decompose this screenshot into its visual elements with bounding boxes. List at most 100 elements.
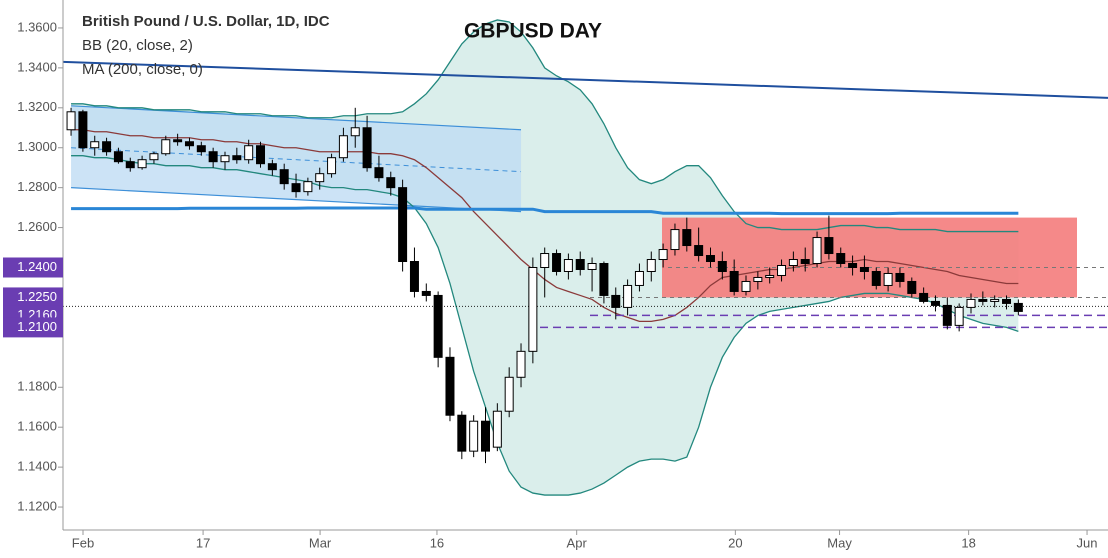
- channel-line: [71, 105, 522, 131]
- candle-body: [563, 259, 573, 272]
- candle-body: [184, 141, 194, 147]
- x-tick-label: 18: [961, 535, 975, 550]
- candle-body: [433, 294, 443, 358]
- candle-body: [883, 272, 893, 286]
- price-label-box: [3, 257, 63, 278]
- candle-body: [386, 177, 396, 189]
- candle-body: [990, 298, 1000, 302]
- candle-body: [575, 259, 585, 270]
- candle-body: [919, 292, 929, 302]
- candle-body: [954, 306, 964, 326]
- bb-upper: [71, 19, 1019, 233]
- y-tick-label: 1.3600: [17, 19, 57, 34]
- candle-body: [137, 159, 147, 169]
- zone: [662, 217, 1077, 298]
- candle-body: [173, 139, 183, 143]
- candle-body: [694, 245, 704, 257]
- candle-body: [540, 253, 550, 268]
- candle-body: [859, 266, 869, 272]
- candle-body: [398, 187, 408, 263]
- candle-body: [1013, 302, 1023, 312]
- candle-body: [338, 135, 348, 159]
- candle-body: [788, 259, 798, 266]
- candle-body: [587, 263, 597, 270]
- candle-body: [149, 153, 159, 161]
- candle-body: [658, 249, 668, 261]
- candle-body: [267, 163, 277, 171]
- y-tick-label: 1.3000: [17, 139, 57, 154]
- candle-body: [717, 261, 727, 272]
- candle-body: [907, 280, 917, 294]
- channel-mid: [71, 147, 522, 173]
- candle-body: [315, 173, 325, 183]
- x-tick-label: Feb: [72, 535, 94, 550]
- candle-body: [113, 151, 123, 163]
- chart-title: GBPUSD DAY: [464, 20, 602, 43]
- candle-body: [504, 376, 514, 412]
- candle-body: [220, 155, 230, 163]
- candle-body: [421, 290, 431, 296]
- candle-body: [611, 294, 621, 308]
- candle-body: [812, 237, 822, 265]
- channel-line: [71, 187, 522, 213]
- legend-ma: MA (200, close, 0): [82, 61, 203, 78]
- y-tick-label: 1.2800: [17, 179, 57, 194]
- candle-body: [895, 272, 905, 282]
- instrument: British Pound / U.S. Dollar, 1D, IDC: [82, 13, 330, 30]
- y-tick-label: 1.3400: [17, 59, 57, 74]
- candle-body: [102, 141, 112, 153]
- candle-body: [469, 420, 479, 452]
- price-label: 1.2100: [17, 319, 57, 334]
- candle-body: [729, 270, 739, 292]
- candle-body: [208, 151, 218, 163]
- y-tick-label: 1.1200: [17, 498, 57, 513]
- candle-body: [78, 111, 88, 149]
- x-tick-label: Apr: [567, 535, 588, 550]
- candle-body: [836, 253, 846, 265]
- candle-body: [457, 414, 467, 452]
- bb-lower: [71, 155, 1019, 496]
- x-tick-label: May: [827, 535, 852, 550]
- x-tick-label: 20: [728, 535, 742, 550]
- plot-area: [63, 19, 1108, 496]
- candle-body: [244, 145, 254, 161]
- candle-body: [930, 300, 940, 306]
- candle-body: [682, 229, 692, 247]
- candle-body: [1002, 298, 1012, 304]
- candle-body: [777, 264, 787, 276]
- x-tick-label: Jun: [1077, 535, 1098, 550]
- candle-body: [362, 127, 372, 169]
- candle-body: [528, 266, 538, 352]
- candle-body: [279, 169, 289, 185]
- candle-body: [90, 141, 100, 149]
- candle-body: [196, 145, 206, 153]
- candle-body: [871, 270, 881, 286]
- candle-body: [480, 420, 490, 452]
- candle-body: [409, 261, 419, 292]
- y-tick-label: 1.1600: [17, 419, 57, 434]
- candle-body: [753, 276, 763, 282]
- candle-body: [125, 161, 135, 169]
- candle-body: [848, 263, 858, 268]
- candle-body: [824, 237, 834, 255]
- legend-bb: BB (20, close, 2): [82, 37, 193, 54]
- candle-body: [942, 304, 952, 326]
- y-tick-label: 1.3200: [17, 99, 57, 114]
- candle-body: [492, 410, 502, 448]
- ma-line: [71, 206, 1019, 216]
- candle-body: [966, 298, 976, 308]
- candle-body: [66, 111, 76, 131]
- candle-body: [599, 263, 609, 296]
- price-label-box: [3, 317, 63, 338]
- candle-body: [350, 127, 360, 137]
- y-tick-label: 1.2600: [17, 219, 57, 234]
- candle-body: [374, 167, 384, 179]
- candle-body: [705, 255, 715, 263]
- price-label: 1.2250: [17, 289, 57, 304]
- candle-body: [232, 155, 242, 161]
- candle-body: [256, 145, 266, 165]
- x-tick-label: Mar: [309, 535, 332, 550]
- candle-body: [516, 350, 526, 378]
- candle-body: [327, 157, 337, 175]
